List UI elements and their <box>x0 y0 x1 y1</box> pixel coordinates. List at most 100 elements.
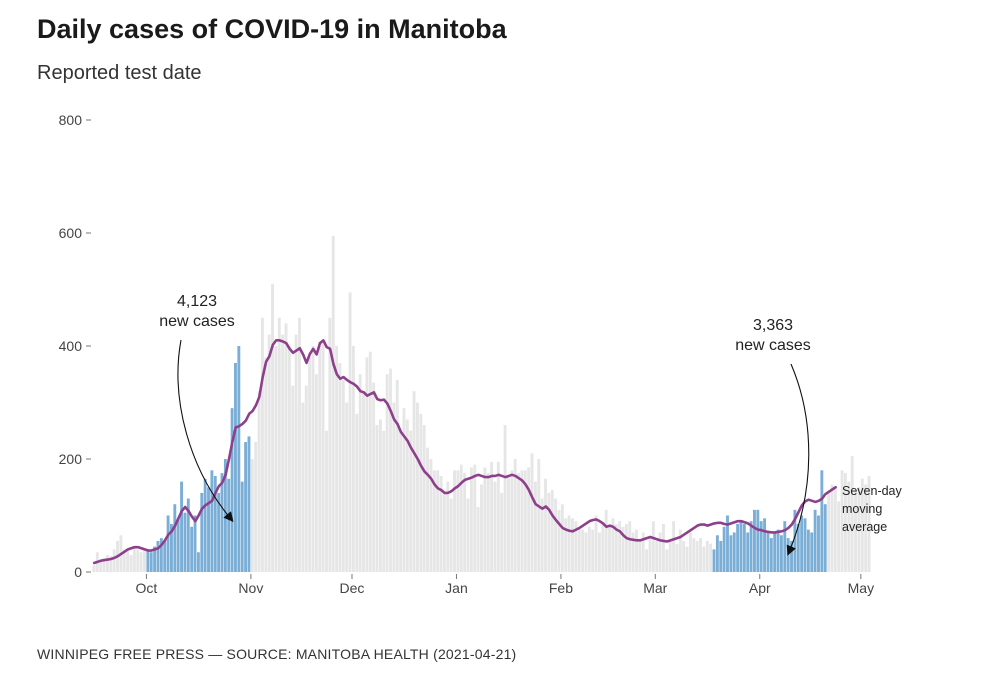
bar-day-101 <box>432 470 436 572</box>
bar-day-20 <box>159 538 163 572</box>
bar-day-63 <box>304 385 308 572</box>
bar-day-135 <box>547 492 551 572</box>
bar-day-0 <box>92 565 96 572</box>
bar-day-61 <box>298 317 301 572</box>
bar-day-184 <box>712 549 716 572</box>
moving-average-line <box>92 339 837 565</box>
bar-day-129 <box>527 467 531 572</box>
bar-day-115 <box>480 484 483 572</box>
bar-day-104 <box>442 492 446 572</box>
annotation-oct-arrow <box>177 339 234 523</box>
bar-day-131 <box>533 481 537 572</box>
bar-day-11 <box>129 555 133 572</box>
bar-day-206 <box>786 538 790 572</box>
bar-day-113 <box>473 464 477 572</box>
bar-day-139 <box>560 504 564 572</box>
bar-day-103 <box>439 475 443 572</box>
bar-day-87 <box>385 374 389 572</box>
bar-day-102 <box>436 470 440 572</box>
bar-day-54 <box>274 346 278 572</box>
bar-day-201 <box>769 538 773 572</box>
bar-day-79 <box>358 374 362 572</box>
bar-day-5 <box>109 556 113 572</box>
bar-day-13 <box>136 549 140 572</box>
bar-day-136 <box>550 490 554 572</box>
bar-day-205 <box>783 521 787 572</box>
bar-day-174 <box>678 529 682 572</box>
bar-day-112 <box>469 467 473 572</box>
annotation-apr-total: 3,363 new cases <box>735 317 811 354</box>
bar-day-188 <box>726 515 729 572</box>
bar-day-109 <box>459 464 463 572</box>
bar-day-166 <box>651 521 655 572</box>
bar-day-152 <box>604 509 608 572</box>
bar-day-10 <box>126 550 130 572</box>
bar-day-67 <box>318 346 322 572</box>
bar-day-58 <box>287 346 291 572</box>
bar-day-150 <box>598 532 601 572</box>
bar-day-165 <box>648 538 652 572</box>
bar-day-191 <box>736 523 740 572</box>
bar-day-156 <box>618 521 622 572</box>
bar-day-73 <box>338 362 342 572</box>
bar-day-83 <box>372 382 376 572</box>
bar-day-176 <box>685 546 689 572</box>
bar-day-192 <box>739 521 743 572</box>
annotation-oct-line-0: 4,123 <box>177 293 217 310</box>
source-note: WINNIPEG FREE PRESS — SOURCE: MANITOBA H… <box>37 646 517 662</box>
bar-day-169 <box>662 523 665 572</box>
bar-day-147 <box>587 526 591 572</box>
bar-day-127 <box>520 470 524 572</box>
bar-day-204 <box>779 535 783 572</box>
bar-day-53 <box>271 283 274 572</box>
y-tick-label-0: 0 <box>74 564 82 580</box>
bar-day-65 <box>311 346 315 572</box>
bar-day-121 <box>500 492 504 572</box>
bar-day-181 <box>702 546 706 572</box>
bar-day-70 <box>328 317 332 572</box>
bar-day-132 <box>537 459 541 572</box>
bar-day-189 <box>729 535 733 572</box>
bar-day-68 <box>321 340 325 572</box>
bar-day-25 <box>176 518 180 572</box>
x-tick-label-nov: Nov <box>238 580 263 596</box>
bar-day-168 <box>658 532 662 572</box>
bar-day-24 <box>173 504 177 572</box>
bar-day-217 <box>823 504 827 572</box>
bar-day-116 <box>483 467 487 572</box>
bar-day-154 <box>611 518 615 572</box>
bar-day-223 <box>844 473 847 572</box>
bar-day-218 <box>827 492 831 572</box>
bar-day-42 <box>234 362 237 572</box>
x-tick-label-jan: Jan <box>445 580 468 596</box>
bar-day-49 <box>257 391 261 572</box>
bar-day-120 <box>496 461 500 572</box>
bar-day-179 <box>695 540 699 572</box>
bar-day-41 <box>230 408 234 572</box>
bar-day-197 <box>756 509 760 572</box>
annotation-apr-line-1: new cases <box>735 337 811 354</box>
bar-day-6 <box>112 549 116 572</box>
bar-day-55 <box>277 317 281 572</box>
bar-day-210 <box>800 515 804 572</box>
bar-day-211 <box>803 518 807 572</box>
bar-day-46 <box>247 436 251 572</box>
annotation-oct-total: 4,123 new cases <box>159 293 235 330</box>
bar-day-69 <box>325 430 328 572</box>
bar-day-80 <box>362 391 365 572</box>
bar-day-123 <box>507 475 510 572</box>
bar-day-35 <box>210 470 214 572</box>
bar-day-230 <box>867 475 871 572</box>
y-tick-label-200: 200 <box>59 451 83 467</box>
bar-day-51 <box>264 357 268 572</box>
bar-day-9 <box>122 549 126 572</box>
bar-day-96 <box>416 402 419 572</box>
bar-day-94 <box>409 430 413 572</box>
bar-day-99 <box>426 447 429 572</box>
bar-day-97 <box>419 413 423 572</box>
bar-day-90 <box>395 379 399 572</box>
bar-day-224 <box>847 481 851 572</box>
bar-day-38 <box>220 473 224 572</box>
bar-day-177 <box>688 532 692 572</box>
bar-day-95 <box>412 391 416 572</box>
